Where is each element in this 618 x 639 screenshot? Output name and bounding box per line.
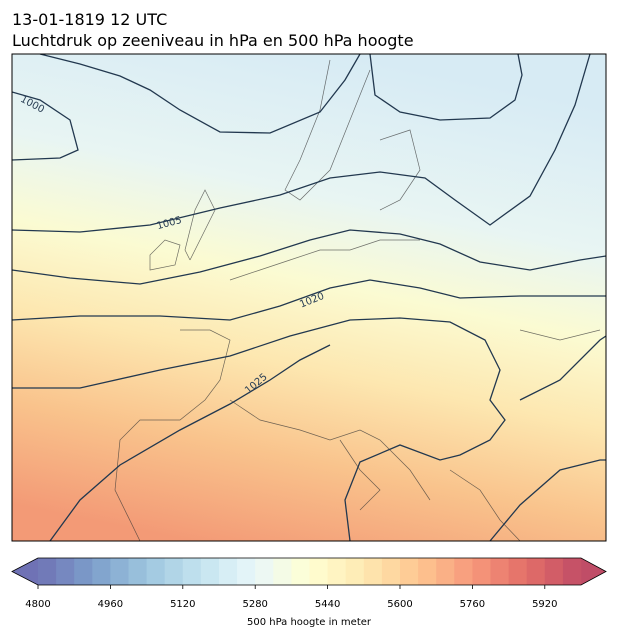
colorbar-segment [345, 558, 365, 585]
colorbar-tick-label: 5600 [387, 599, 412, 610]
colorbar-tick-label: 5440 [315, 599, 340, 610]
colorbar-segment [182, 558, 202, 585]
colorbar-tick-label: 5920 [532, 599, 557, 610]
colorbar-segment [164, 558, 184, 585]
isobar [519, 335, 606, 401]
colorbar-segment [255, 558, 274, 585]
colorbar-tick-label: 4960 [98, 599, 123, 610]
isobar [12, 54, 591, 233]
colorbar-tick-label: 5120 [170, 599, 195, 610]
colorbar-segment [472, 558, 491, 585]
colorbar-segment [56, 558, 75, 585]
colorbar-segment [436, 558, 455, 585]
colorbar: 4800 4960 5120 5280 5440 5600 5760 5920 [11, 557, 607, 610]
colorbar-outline [11, 557, 607, 586]
map-background [12, 54, 606, 541]
colorbar-segment [363, 558, 383, 585]
isobar [12, 91, 79, 161]
colorbar-segment [237, 558, 256, 585]
isobar [39, 54, 361, 134]
colorbar-segment [381, 558, 401, 585]
colorbar-segment [128, 558, 147, 585]
coastline [114, 59, 601, 541]
map-frame [11, 53, 607, 542]
colorbar-segment [544, 558, 564, 585]
colorbar-segment [38, 558, 57, 585]
colorbar-tick-label: 4800 [25, 599, 50, 610]
colorbar-segment [327, 558, 347, 585]
isobar [489, 459, 606, 541]
colorbar-segment [454, 558, 473, 585]
colorbar-extend [581, 558, 606, 585]
isobar [12, 317, 506, 541]
colorbar-segment [273, 558, 292, 585]
colorbar-segment [490, 558, 509, 585]
colorbar-segment [508, 558, 528, 585]
colorbar-segment [200, 558, 220, 585]
colorbar-segment [562, 558, 582, 585]
colorbar-tick-label: 5280 [242, 599, 267, 610]
colorbar-segment [146, 558, 166, 585]
colorbar-segment [291, 558, 310, 585]
colorbar-segment [309, 558, 328, 585]
subtitle: Luchtdruk op zeeniveau in hPa en 500 hPa… [12, 31, 414, 50]
colorbar-extend [12, 558, 38, 585]
colorbar-segment [92, 558, 111, 585]
colorbar-segment [110, 558, 129, 585]
isobar [369, 54, 523, 121]
isobar [12, 279, 606, 321]
colorbar-segment [418, 558, 437, 585]
colorbar-tick-label: 5760 [460, 599, 485, 610]
map [12, 54, 606, 541]
title: 13-01-1819 12 UTC [12, 10, 167, 29]
isobar [49, 344, 331, 541]
isobar [12, 229, 606, 285]
colorbar-label: 500 hPa hoogte in meter [247, 617, 372, 628]
colorbar-segment [74, 558, 93, 585]
colorbar-segment [526, 558, 546, 585]
colorbar-segment [219, 558, 238, 585]
colorbar-segment [400, 558, 419, 585]
